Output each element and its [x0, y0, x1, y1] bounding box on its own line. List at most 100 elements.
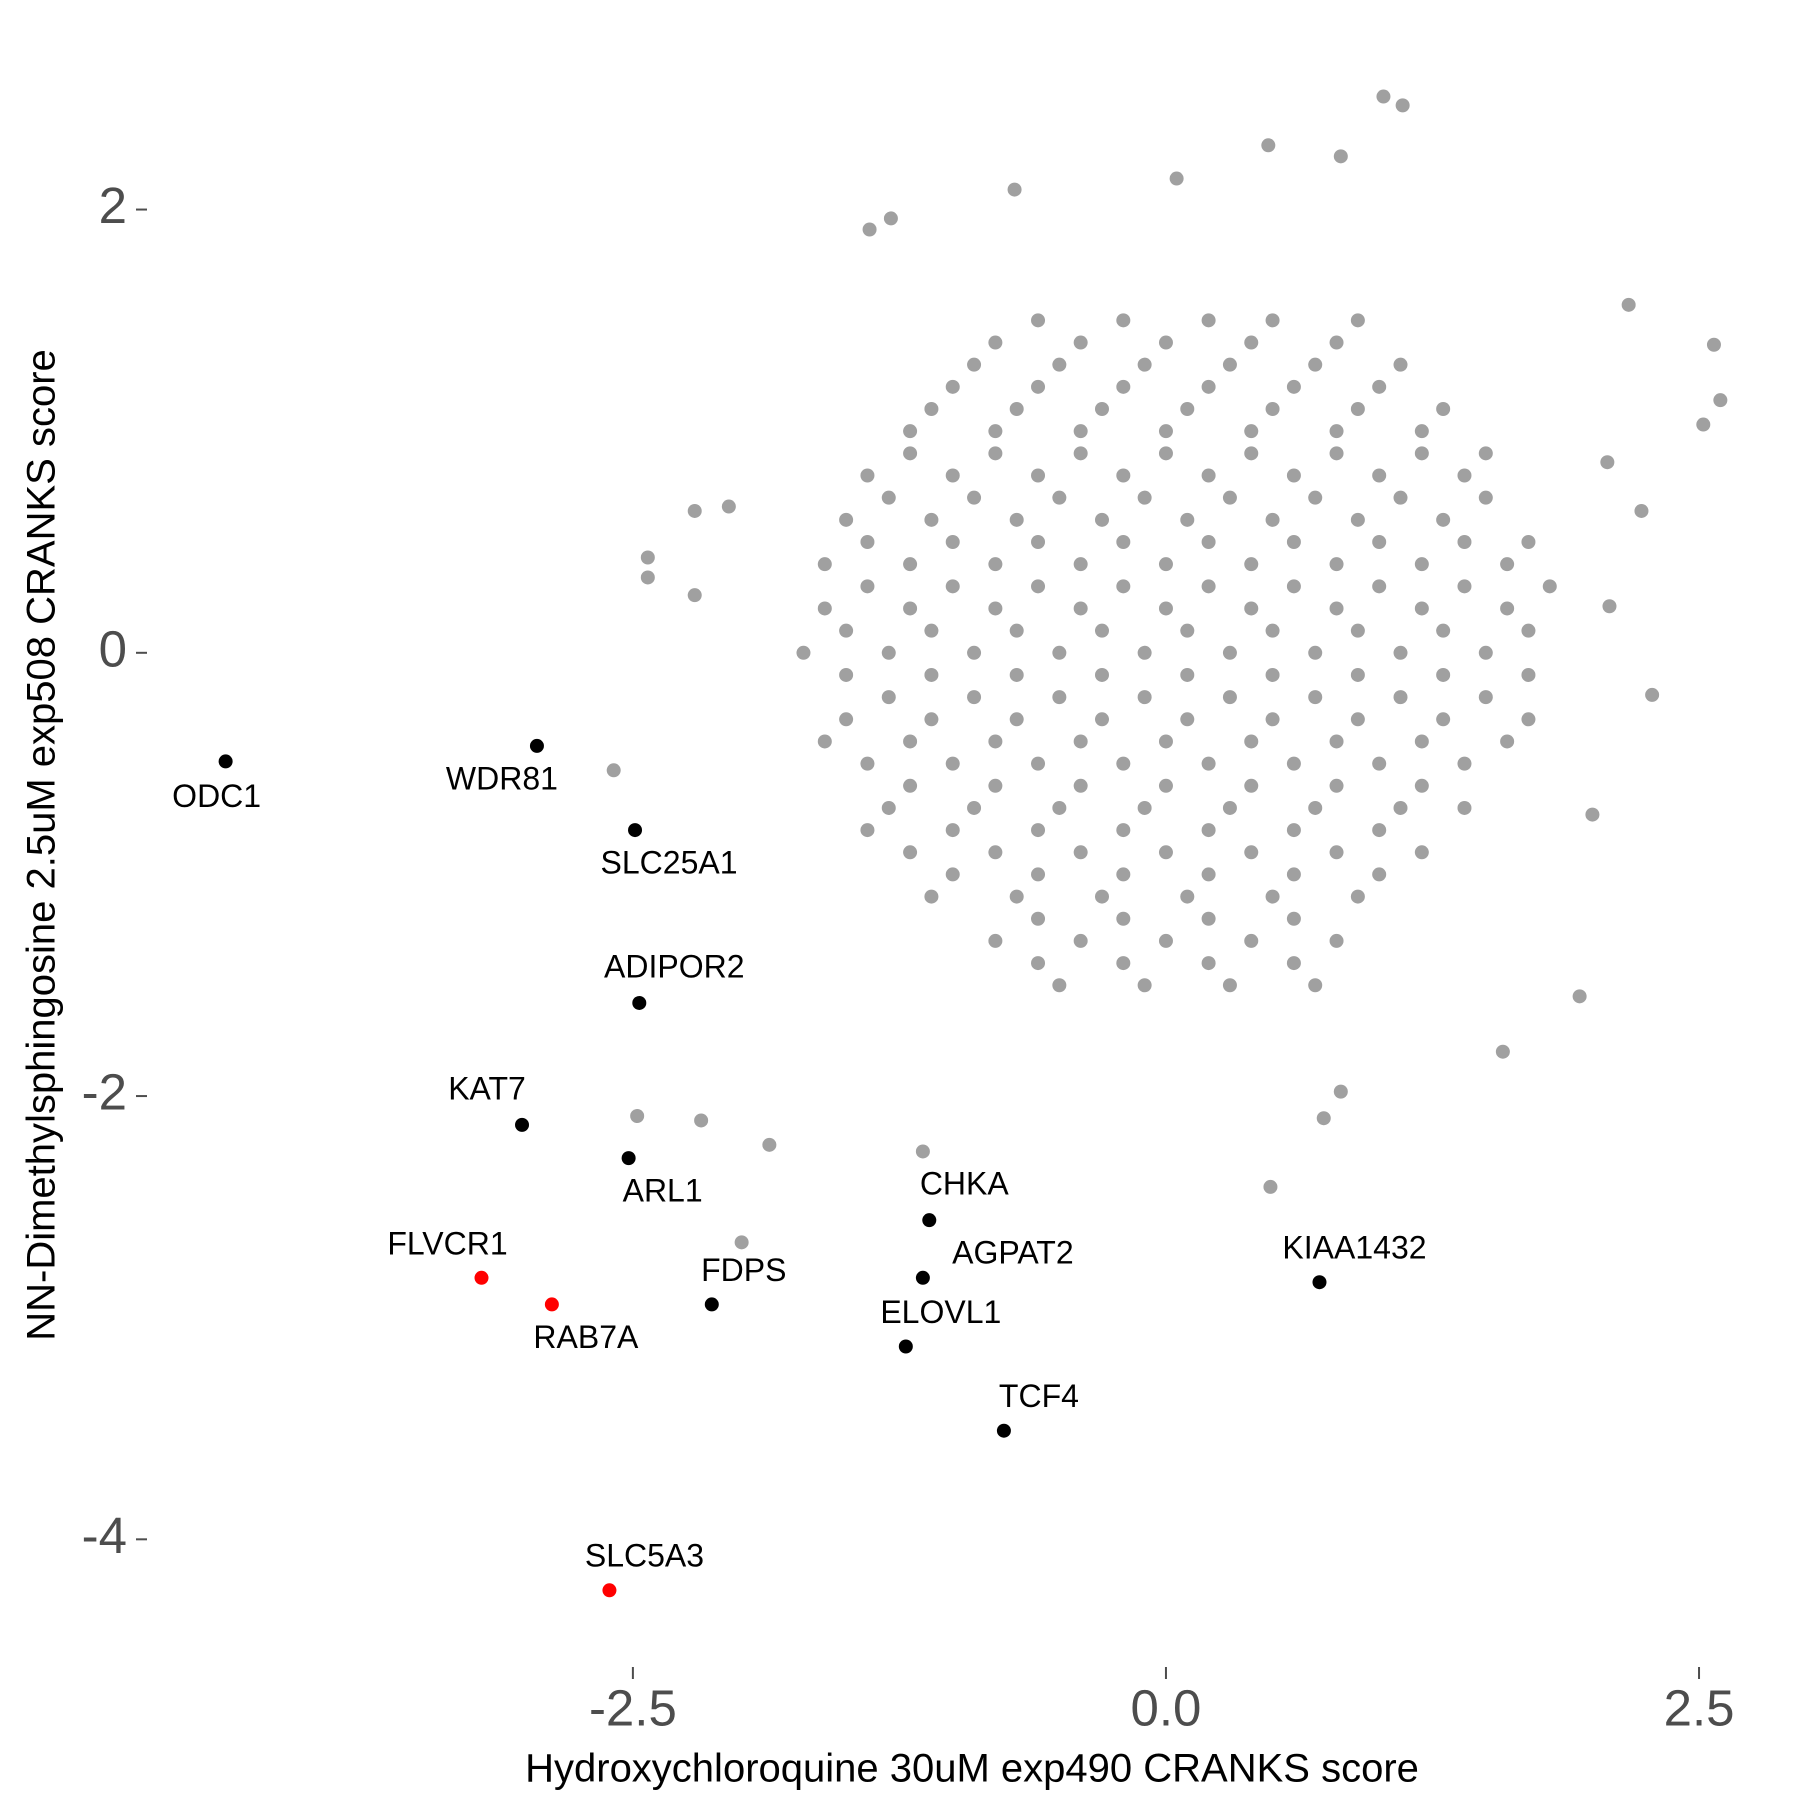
x-tick-label: 2.5 [1664, 1679, 1735, 1736]
point [1073, 446, 1088, 461]
point [1286, 379, 1301, 394]
point [988, 845, 1003, 860]
point [1222, 645, 1237, 660]
point [1495, 1044, 1510, 1059]
point [1308, 490, 1323, 505]
point [1350, 623, 1365, 638]
point [860, 579, 875, 594]
point [1393, 800, 1408, 815]
point [1201, 379, 1216, 394]
point [1286, 823, 1301, 838]
point [1329, 601, 1344, 616]
point [1376, 89, 1391, 104]
point [1414, 778, 1429, 793]
point [1393, 690, 1408, 705]
point [1350, 712, 1365, 727]
point [1094, 889, 1109, 904]
point [1436, 623, 1451, 638]
point [988, 734, 1003, 749]
point [1478, 490, 1493, 505]
point [1265, 712, 1280, 727]
point [945, 379, 960, 394]
point [903, 778, 918, 793]
point [1201, 579, 1216, 594]
x-axis-title: Hydroxychloroquine 30uM exp490 CRANKS sc… [525, 1747, 1419, 1791]
point [1261, 138, 1276, 153]
point [817, 734, 832, 749]
point-label: ODC1 [172, 778, 261, 814]
point [1329, 845, 1344, 860]
point [1585, 807, 1600, 822]
point [988, 446, 1003, 461]
point [881, 800, 896, 815]
point [1073, 557, 1088, 572]
point [1073, 335, 1088, 350]
point [1180, 889, 1195, 904]
point [1137, 357, 1152, 372]
point [1350, 313, 1365, 328]
point [860, 534, 875, 549]
point [1158, 933, 1173, 948]
point [1094, 512, 1109, 527]
x-tick-label: -2.5 [589, 1679, 677, 1736]
point [218, 754, 233, 769]
point [1244, 933, 1259, 948]
point [860, 468, 875, 483]
point [883, 211, 898, 226]
y-tick-label: 2 [99, 177, 127, 234]
point [924, 667, 939, 682]
point [988, 601, 1003, 616]
point [1031, 534, 1046, 549]
point [1713, 393, 1728, 408]
point [1308, 978, 1323, 993]
point [734, 1235, 749, 1250]
point [1244, 845, 1259, 860]
point [924, 712, 939, 727]
point [1158, 845, 1173, 860]
point [1244, 335, 1259, 350]
point [860, 823, 875, 838]
point [1158, 335, 1173, 350]
point [1478, 645, 1493, 660]
point [1372, 468, 1387, 483]
point [1265, 889, 1280, 904]
point-label: RAB7A [533, 1319, 639, 1355]
point [1116, 379, 1131, 394]
point [1393, 490, 1408, 505]
point-label: SLC5A3 [585, 1538, 704, 1574]
point [640, 550, 655, 565]
point [694, 1113, 709, 1128]
point [1073, 424, 1088, 439]
point [1286, 756, 1301, 771]
point [903, 734, 918, 749]
point [1073, 734, 1088, 749]
point [1052, 690, 1067, 705]
point [881, 645, 896, 660]
point [1329, 424, 1344, 439]
point-label: FDPS [701, 1252, 786, 1288]
point [1201, 956, 1216, 971]
point [996, 1423, 1011, 1438]
point [544, 1297, 559, 1312]
point-label: ADIPOR2 [604, 948, 744, 984]
point [1031, 468, 1046, 483]
point [1158, 446, 1173, 461]
point [1500, 601, 1515, 616]
point [1286, 534, 1301, 549]
point [967, 490, 982, 505]
point [1116, 911, 1131, 926]
point [1009, 889, 1024, 904]
point [1621, 297, 1636, 312]
point [1244, 446, 1259, 461]
point [1329, 446, 1344, 461]
point [1350, 512, 1365, 527]
point [704, 1297, 719, 1312]
point [1073, 933, 1088, 948]
point [1457, 534, 1472, 549]
point [1329, 557, 1344, 572]
point [903, 446, 918, 461]
point [1500, 557, 1515, 572]
point [988, 778, 1003, 793]
point [945, 756, 960, 771]
point [1372, 867, 1387, 882]
